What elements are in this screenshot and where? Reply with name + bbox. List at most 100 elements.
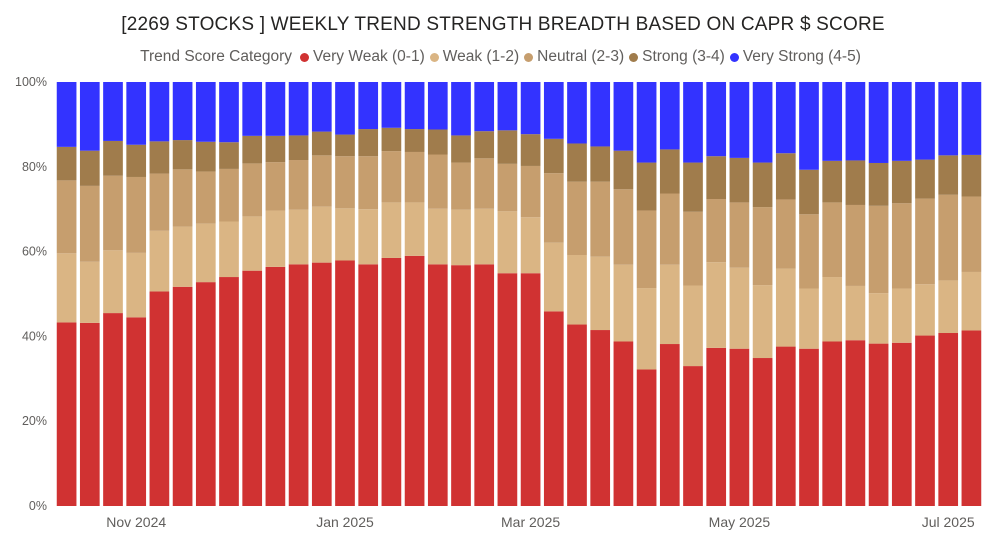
bar-segment-weak-1-2[interactable] [311, 206, 332, 263]
bar-segment-strong-3-4[interactable] [775, 153, 796, 200]
bar-segment-very-weak-0-1[interactable] [149, 291, 170, 506]
bar-segment-weak-1-2[interactable] [636, 288, 657, 370]
bar-segment-weak-1-2[interactable] [961, 271, 982, 331]
bar-segment-very-weak-0-1[interactable] [752, 358, 773, 506]
bar-segment-very-strong-4-5[interactable] [474, 82, 495, 132]
bar-segment-very-weak-0-1[interactable] [335, 260, 355, 507]
bar-segment-neutral-2-3[interactable] [172, 169, 193, 227]
bar-segment-very-strong-4-5[interactable] [845, 82, 866, 161]
bar-segment-weak-1-2[interactable] [891, 288, 912, 343]
bar-segment-weak-1-2[interactable] [497, 211, 518, 274]
bar-segment-neutral-2-3[interactable] [822, 202, 843, 278]
bar-segment-weak-1-2[interactable] [845, 285, 866, 341]
bar-segment-weak-1-2[interactable] [799, 288, 819, 349]
bar-segment-very-weak-0-1[interactable] [427, 264, 448, 506]
bar-segment-weak-1-2[interactable] [567, 254, 587, 325]
bar-segment-very-weak-0-1[interactable] [242, 270, 263, 506]
bar-segment-neutral-2-3[interactable] [219, 168, 239, 222]
bar-segment-weak-1-2[interactable] [752, 285, 773, 359]
bar-segment-very-strong-4-5[interactable] [706, 82, 727, 157]
bar-segment-strong-3-4[interactable] [474, 131, 495, 159]
bar-segment-neutral-2-3[interactable] [427, 154, 448, 209]
bar-segment-weak-1-2[interactable] [149, 230, 170, 292]
bar-segment-very-strong-4-5[interactable] [219, 82, 239, 143]
bar-segment-neutral-2-3[interactable] [636, 210, 657, 289]
bar-segment-weak-1-2[interactable] [358, 209, 379, 265]
bar-segment-strong-3-4[interactable] [613, 150, 634, 190]
bar-segment-very-weak-0-1[interactable] [915, 335, 935, 506]
bar-segment-weak-1-2[interactable] [242, 216, 263, 271]
bar-segment-neutral-2-3[interactable] [938, 194, 959, 281]
bar-segment-neutral-2-3[interactable] [358, 156, 379, 210]
bar-segment-weak-1-2[interactable] [404, 202, 425, 256]
bar-segment-very-weak-0-1[interactable] [404, 255, 425, 506]
bar-segment-very-weak-0-1[interactable] [891, 342, 912, 506]
bar-segment-neutral-2-3[interactable] [613, 189, 634, 265]
bar-segment-neutral-2-3[interactable] [126, 176, 147, 253]
bar-segment-neutral-2-3[interactable] [451, 162, 471, 210]
bar-segment-strong-3-4[interactable] [520, 134, 541, 166]
bar-segment-weak-1-2[interactable] [775, 268, 796, 347]
bar-segment-neutral-2-3[interactable] [520, 165, 541, 218]
bar-segment-neutral-2-3[interactable] [729, 202, 750, 268]
bar-segment-strong-3-4[interactable] [915, 159, 935, 199]
bar-segment-very-weak-0-1[interactable] [706, 347, 727, 506]
bar-segment-neutral-2-3[interactable] [149, 173, 170, 231]
bar-segment-strong-3-4[interactable] [543, 138, 564, 174]
bar-segment-very-weak-0-1[interactable] [822, 341, 843, 506]
bar-segment-neutral-2-3[interactable] [590, 181, 611, 257]
bar-segment-very-strong-4-5[interactable] [103, 82, 123, 141]
bar-segment-very-weak-0-1[interactable] [636, 369, 657, 506]
bar-segment-very-weak-0-1[interactable] [265, 266, 286, 506]
bar-segment-weak-1-2[interactable] [126, 252, 147, 318]
bar-segment-neutral-2-3[interactable] [335, 156, 355, 209]
bar-segment-very-weak-0-1[interactable] [845, 340, 866, 506]
bar-segment-weak-1-2[interactable] [335, 208, 355, 261]
bar-segment-strong-3-4[interactable] [126, 144, 147, 177]
bar-segment-very-strong-4-5[interactable] [752, 82, 773, 163]
bar-segment-neutral-2-3[interactable] [103, 175, 123, 251]
bar-segment-very-weak-0-1[interactable] [961, 330, 982, 506]
bar-segment-strong-3-4[interactable] [799, 169, 819, 215]
bar-segment-strong-3-4[interactable] [172, 140, 193, 170]
bar-segment-very-strong-4-5[interactable] [126, 82, 147, 145]
bar-segment-very-strong-4-5[interactable] [79, 82, 100, 151]
bar-segment-strong-3-4[interactable] [891, 160, 912, 204]
bar-segment-weak-1-2[interactable] [613, 264, 634, 342]
bar-segment-strong-3-4[interactable] [636, 162, 657, 211]
bar-segment-very-strong-4-5[interactable] [56, 82, 77, 147]
bar-segment-strong-3-4[interactable] [265, 135, 286, 163]
bar-segment-strong-3-4[interactable] [497, 130, 518, 164]
bar-segment-very-weak-0-1[interactable] [79, 322, 100, 506]
bar-segment-strong-3-4[interactable] [79, 150, 100, 186]
bar-segment-weak-1-2[interactable] [520, 217, 541, 274]
bar-segment-neutral-2-3[interactable] [195, 171, 216, 224]
bar-segment-strong-3-4[interactable] [195, 141, 216, 172]
bar-segment-strong-3-4[interactable] [729, 157, 750, 203]
bar-segment-neutral-2-3[interactable] [868, 205, 889, 294]
bar-segment-very-strong-4-5[interactable] [543, 82, 564, 139]
bar-segment-very-strong-4-5[interactable] [335, 82, 355, 135]
bar-segment-very-strong-4-5[interactable] [961, 82, 982, 155]
bar-segment-very-strong-4-5[interactable] [799, 82, 819, 170]
bar-segment-strong-3-4[interactable] [706, 156, 727, 200]
bar-segment-very-strong-4-5[interactable] [613, 82, 634, 151]
bar-segment-very-weak-0-1[interactable] [868, 343, 889, 506]
bar-segment-weak-1-2[interactable] [79, 261, 100, 323]
bar-segment-neutral-2-3[interactable] [311, 155, 332, 207]
bar-segment-strong-3-4[interactable] [242, 135, 263, 164]
bar-segment-neutral-2-3[interactable] [961, 196, 982, 272]
bar-segment-neutral-2-3[interactable] [474, 158, 495, 209]
legend-item-very-strong[interactable]: Very Strong (4-5) [729, 48, 861, 66]
bar-segment-very-strong-4-5[interactable] [497, 82, 518, 131]
bar-segment-weak-1-2[interactable] [683, 285, 703, 367]
bar-segment-strong-3-4[interactable] [427, 129, 448, 155]
bar-segment-very-strong-4-5[interactable] [242, 82, 263, 136]
bar-segment-very-strong-4-5[interactable] [427, 82, 448, 130]
bar-segment-very-weak-0-1[interactable] [659, 344, 680, 506]
bar-segment-very-weak-0-1[interactable] [474, 264, 495, 506]
bar-segment-neutral-2-3[interactable] [706, 199, 727, 263]
bar-segment-strong-3-4[interactable] [822, 160, 843, 203]
bar-segment-weak-1-2[interactable] [103, 250, 123, 314]
bar-segment-neutral-2-3[interactable] [381, 151, 402, 203]
